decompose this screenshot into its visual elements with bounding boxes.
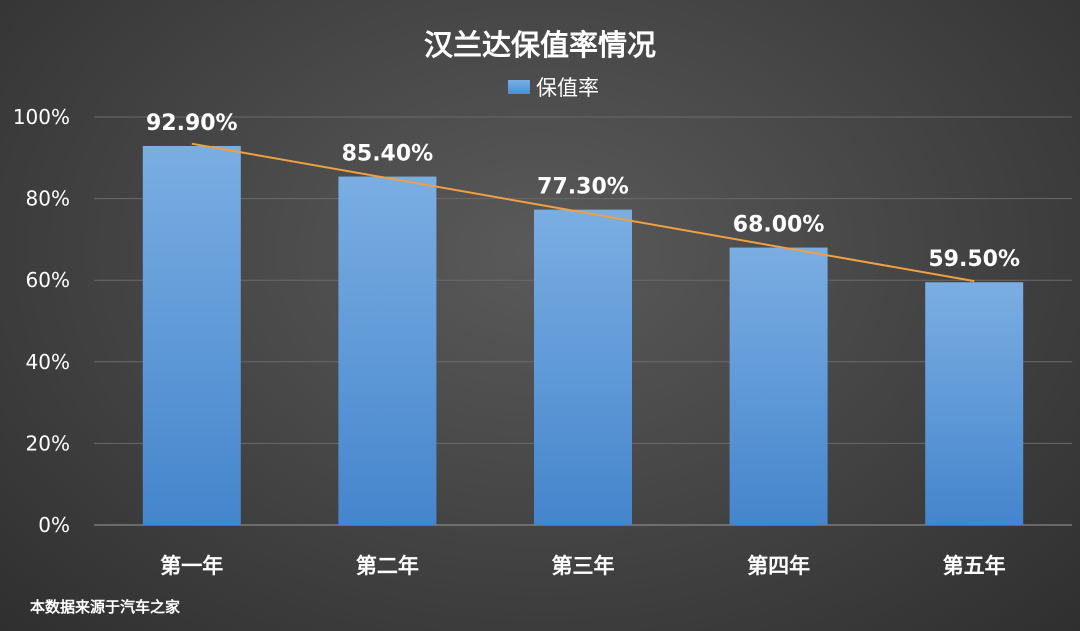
bar — [729, 247, 828, 525]
bar — [534, 209, 632, 525]
legend: 保值率 — [508, 72, 599, 102]
y-tick-label: 20% — [26, 431, 70, 455]
x-tick-label: 第四年 — [747, 554, 810, 578]
bar — [925, 282, 1024, 525]
x-tick-label: 第三年 — [552, 554, 615, 578]
trendline-layer — [191, 142, 975, 283]
x-tick-label: 第二年 — [356, 554, 419, 578]
source-note: 本数据来源于汽车之家 — [30, 598, 181, 616]
data-label: 59.50% — [928, 247, 1020, 272]
bar — [338, 176, 437, 525]
chart-title: 汉兰达保值率情况 — [423, 28, 656, 62]
bars — [142, 145, 1024, 525]
y-tick-label: 0% — [38, 513, 70, 537]
x-tick-label: 第一年 — [160, 554, 223, 578]
legend-label: 保值率 — [536, 76, 599, 100]
data-label: 92.90% — [146, 111, 238, 136]
data-label: 85.40% — [342, 142, 434, 167]
trendline — [191, 142, 975, 283]
data-label: 68.00% — [733, 213, 825, 238]
axes: 0% 20% 40% 60% 80% 100% 第一年 第二年 第三年 第四年 第五年 — [13, 105, 1006, 578]
bar — [142, 145, 241, 525]
data-labels: 92.90% 85.40% 77.30% 68.00% 59.50% — [146, 111, 1020, 272]
y-tick-label: 60% — [26, 268, 70, 292]
data-label: 77.30% — [537, 175, 629, 200]
legend-swatch — [508, 80, 530, 94]
x-tick-label: 第五年 — [943, 554, 1006, 578]
y-tick-label: 100% — [13, 105, 70, 129]
y-tick-label: 80% — [26, 187, 70, 211]
y-tick-label: 40% — [26, 350, 70, 374]
